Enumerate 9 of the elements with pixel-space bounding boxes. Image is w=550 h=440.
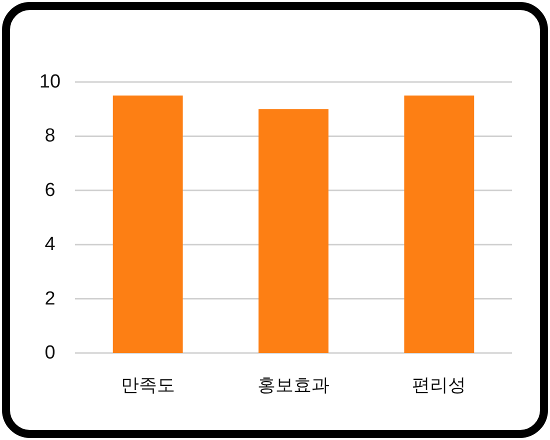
y-tick-label: 4 [44, 234, 56, 256]
x-tick-label: 편리성 [412, 375, 466, 395]
y-tick-label: 2 [44, 288, 56, 310]
y-tick-label: 6 [44, 180, 56, 201]
x-tick-label: 만족도 [120, 375, 175, 395]
y-tick-label: 0 [44, 342, 56, 364]
x-tick-label: 홍보효과 [258, 375, 330, 395]
y-tick-label: 8 [44, 126, 56, 147]
y-tick-label: 10 [39, 72, 61, 92]
